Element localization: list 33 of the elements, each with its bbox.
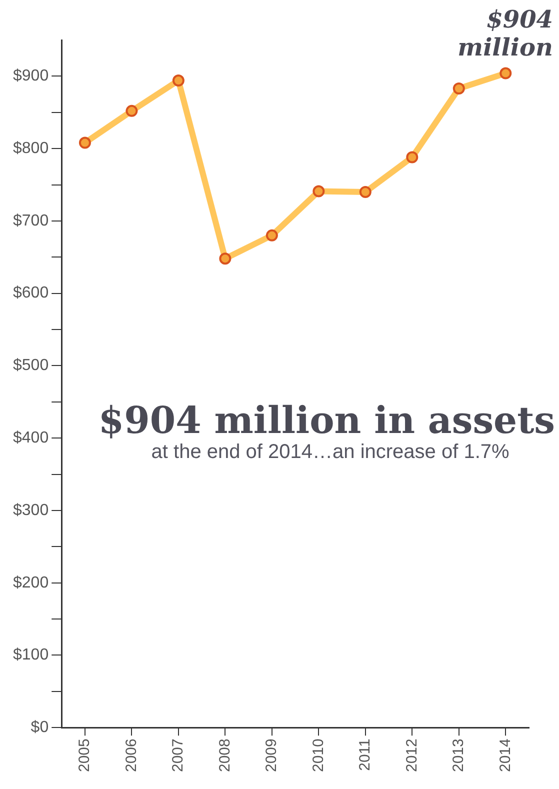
annotation: $904 million [458, 4, 553, 62]
y-tick-label: $800 [13, 140, 49, 157]
x-tick-label: 2012 [403, 738, 420, 772]
point [219, 252, 232, 265]
y-tick-label: $900 [13, 68, 49, 85]
point [406, 151, 418, 164]
x-tick-label: 2011 [356, 738, 374, 771]
point [78, 136, 91, 149]
y-tick-label: $300 [13, 502, 49, 519]
annotation: at the end of 2014…an increase of 1.7% [151, 441, 510, 464]
y-tick-label: $0 [30, 719, 49, 736]
x-tick-label: 2010 [310, 738, 327, 772]
y-tick-label: $500 [13, 357, 49, 374]
y-tick-label: $700 [13, 212, 49, 230]
y-tick-label: $400 [13, 430, 49, 447]
point [500, 67, 512, 80]
x-tick-label: 2006 [122, 738, 140, 772]
point [172, 74, 184, 87]
point [126, 104, 138, 117]
x-tick-label: 2005 [76, 738, 94, 772]
point [452, 82, 465, 94]
y-tick-label: $600 [13, 284, 49, 302]
x-tick-label: 2008 [216, 738, 234, 772]
x-tick-label: 2014 [496, 738, 514, 772]
x-tick-label: 2007 [170, 738, 187, 772]
y-tick-label: $200 [13, 574, 49, 592]
point [312, 185, 325, 198]
point [266, 229, 278, 242]
point [359, 186, 372, 198]
annotation: $904 million in assets [98, 398, 556, 442]
x-tick-label: 2009 [263, 738, 280, 772]
y-tick-label: $100 [13, 646, 49, 664]
x-tick-label: 2013 [450, 738, 468, 772]
